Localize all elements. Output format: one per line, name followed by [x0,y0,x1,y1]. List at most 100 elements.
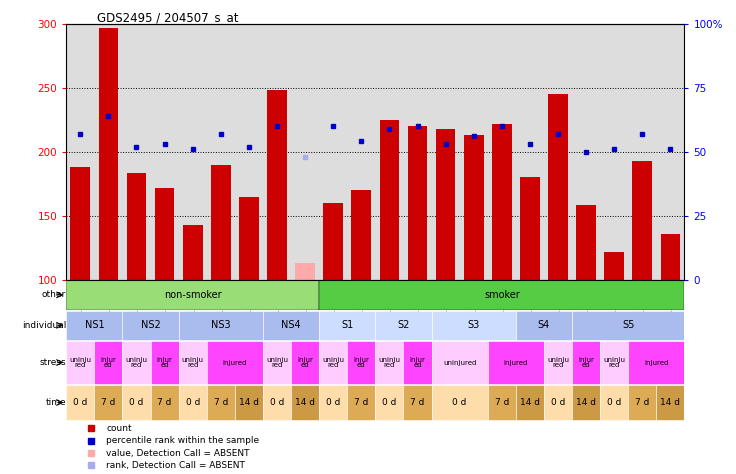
Bar [151,341,179,383]
Text: injured: injured [644,359,668,365]
Text: NS2: NS2 [141,320,160,330]
Bar [319,341,347,383]
Bar [151,385,179,420]
Text: time: time [46,398,66,407]
Bar [239,197,259,280]
Bar [516,385,544,420]
Bar [544,385,572,420]
Text: GDS2495 / 204507_s_at: GDS2495 / 204507_s_at [97,11,238,24]
Bar [127,173,146,280]
Text: NS4: NS4 [281,320,301,330]
Bar [291,385,319,420]
Bar [600,341,629,383]
Text: value, Detection Call = ABSENT: value, Detection Call = ABSENT [107,448,250,457]
Text: 7 d: 7 d [411,398,425,407]
Text: percentile rank within the sample: percentile rank within the sample [107,436,260,445]
Text: 14 d: 14 d [520,398,540,407]
Bar [319,311,375,340]
Bar [155,188,174,280]
Bar [548,94,568,280]
Bar [375,385,403,420]
Text: uninjured: uninjured [443,359,476,365]
Bar [207,385,235,420]
Text: other: other [42,291,66,300]
Bar [66,280,319,310]
Text: smoker: smoker [484,290,520,300]
Bar [431,385,488,420]
Bar [267,90,287,280]
Bar [576,205,596,280]
Bar [488,341,544,383]
Text: 14 d: 14 d [295,398,315,407]
Text: 0 d: 0 d [607,398,621,407]
Bar [464,135,484,280]
Bar [263,385,291,420]
Bar [347,341,375,383]
Bar [66,385,94,420]
Text: S2: S2 [397,320,410,330]
Bar [179,385,207,420]
Bar [629,341,684,383]
Bar [263,341,291,383]
Bar [488,385,516,420]
Text: S5: S5 [622,320,634,330]
Text: rank, Detection Call = ABSENT: rank, Detection Call = ABSENT [107,461,245,470]
Text: 14 d: 14 d [239,398,259,407]
Text: 7 d: 7 d [102,398,116,407]
Text: individual: individual [22,321,66,330]
Bar [657,385,684,420]
Text: uninju
red: uninju red [126,357,147,368]
Bar [347,385,375,420]
Bar [380,120,399,280]
Bar [66,341,94,383]
Bar [211,164,230,280]
Text: injur
ed: injur ed [353,357,369,368]
Text: uninju
red: uninju red [604,357,625,368]
Text: injured: injured [223,359,247,365]
Text: uninju
red: uninju red [69,357,91,368]
Text: NS3: NS3 [211,320,230,330]
Text: 7 d: 7 d [635,398,649,407]
Text: 7 d: 7 d [354,398,369,407]
Bar [520,177,539,280]
Text: uninju
red: uninju red [182,357,204,368]
Bar [600,385,629,420]
Text: 0 d: 0 d [130,398,144,407]
Bar [207,341,263,383]
Text: stress: stress [40,358,66,367]
Text: uninju
red: uninju red [322,357,344,368]
Bar [122,311,179,340]
Text: 0 d: 0 d [453,398,467,407]
Text: 7 d: 7 d [158,398,171,407]
Text: uninju
red: uninju red [266,357,288,368]
Bar [319,385,347,420]
Bar [352,190,371,280]
Bar [431,341,488,383]
Text: 0 d: 0 d [185,398,200,407]
Bar [179,341,207,383]
Text: injur
ed: injur ed [297,357,313,368]
Text: S3: S3 [467,320,480,330]
Bar [122,385,151,420]
Bar [516,311,572,340]
Bar [572,385,600,420]
Text: non-smoker: non-smoker [164,290,222,300]
Bar [179,311,263,340]
Bar [632,161,652,280]
Text: 0 d: 0 d [551,398,565,407]
Bar [403,385,431,420]
Bar [122,341,151,383]
Bar [235,385,263,420]
Bar [408,126,428,280]
Bar [323,203,343,280]
Text: injur
ed: injur ed [578,357,594,368]
Text: 7 d: 7 d [213,398,228,407]
Text: S1: S1 [341,320,353,330]
Text: injur
ed: injur ed [157,357,172,368]
Text: uninju
red: uninju red [547,357,569,368]
Text: 0 d: 0 d [382,398,397,407]
Bar [94,341,122,383]
Bar [572,341,600,383]
Bar [291,341,319,383]
Bar [295,263,315,280]
